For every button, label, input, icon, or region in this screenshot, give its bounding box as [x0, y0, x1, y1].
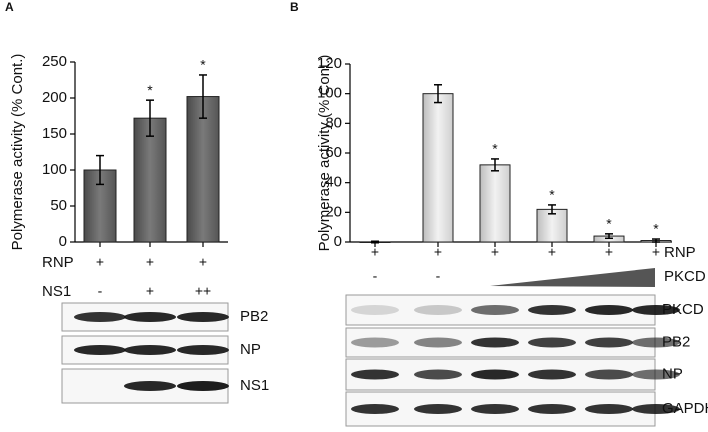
blot-band [471, 305, 519, 315]
blot-band [74, 345, 126, 355]
blot-label: PB2 [662, 333, 690, 350]
blot-label: PB2 [240, 308, 268, 325]
blot-band [177, 381, 229, 391]
y-tick-label: 60 [325, 144, 342, 161]
panel-label: A [5, 0, 14, 14]
row-mark: + [548, 244, 556, 260]
y-tick-label: 0 [334, 233, 342, 250]
blot-band [471, 369, 519, 380]
blot-label: NP [240, 341, 261, 358]
blot-band [414, 305, 462, 315]
row-mark: + [652, 244, 660, 260]
blot-band [585, 337, 633, 348]
y-tick-label: 0 [59, 233, 67, 250]
blot-band [74, 312, 126, 322]
blot-band [177, 312, 229, 322]
blot-band [351, 369, 399, 380]
bar [133, 117, 167, 243]
blot-band [528, 369, 576, 380]
row-mark: ++ [195, 283, 211, 299]
y-tick-label: 50 [50, 197, 67, 214]
significance: * [653, 221, 659, 237]
blot-band [124, 312, 176, 322]
blot-band [528, 305, 576, 315]
y-tick-label: 40 [325, 174, 342, 191]
blot-label: GAPDH [662, 400, 708, 417]
row-label: PKCD [664, 268, 706, 285]
bar [422, 93, 454, 243]
row-mark: - [98, 283, 103, 299]
blot-label: NP [662, 365, 683, 382]
row-mark: + [605, 244, 613, 260]
significance: * [606, 216, 612, 232]
blot-band [585, 369, 633, 380]
row-label: RNP [42, 254, 74, 271]
significance: * [492, 141, 498, 157]
blot-band [414, 369, 462, 380]
blot-band [177, 345, 229, 355]
blot-band [414, 337, 462, 348]
bar [479, 164, 511, 243]
bar [536, 208, 568, 243]
y-tick-label: 200 [42, 89, 67, 106]
blot-band [351, 404, 399, 414]
blot-band [351, 305, 399, 315]
blot-band [351, 337, 399, 348]
blot-band [585, 305, 633, 315]
y-tick-label: 80 [325, 114, 342, 131]
significance: * [200, 57, 206, 73]
y-tick-label: 20 [325, 203, 342, 220]
y-tick-label: 150 [42, 125, 67, 142]
blot-label: PKCD [662, 301, 704, 318]
blot-band [124, 381, 176, 391]
blot-band [632, 305, 680, 315]
blot-band [528, 337, 576, 348]
row-mark: + [371, 244, 379, 260]
blot-band [528, 404, 576, 414]
row-mark: + [434, 244, 442, 260]
blot-band [632, 337, 680, 348]
blot-band [471, 404, 519, 414]
y-axis-label: Polymerase activity (% Cont.) [9, 54, 26, 251]
blot-band [414, 404, 462, 414]
row-mark: - [373, 268, 378, 284]
row-mark: - [436, 268, 441, 284]
blot-band [471, 337, 519, 348]
y-tick-label: 100 [42, 161, 67, 178]
bar [186, 96, 220, 243]
y-axis-label: Polymerase activity (% Cont.) [316, 55, 333, 252]
panel-label: B [290, 0, 299, 14]
blot-band [632, 369, 680, 380]
y-tick-label: 100 [317, 85, 342, 102]
blot-band [632, 404, 680, 414]
row-label: RNP [664, 244, 696, 261]
significance: * [549, 187, 555, 203]
gradient-triangle [490, 268, 655, 287]
row-mark: + [199, 254, 207, 270]
row-mark: + [96, 254, 104, 270]
blot-label: NS1 [240, 377, 269, 394]
row-mark: + [146, 283, 154, 299]
row-mark: + [491, 244, 499, 260]
y-tick-label: 120 [317, 55, 342, 72]
blot-band [585, 404, 633, 414]
y-tick-label: 250 [42, 53, 67, 70]
row-label: NS1 [42, 283, 71, 300]
significance: * [147, 82, 153, 98]
blot-band [124, 345, 176, 355]
row-mark: + [146, 254, 154, 270]
